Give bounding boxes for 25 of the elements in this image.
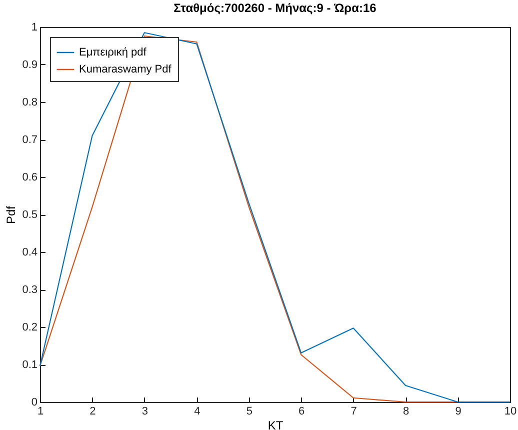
chart-title: Σταθμός:700260 - Μήνας:9 - Ώρα:16 [174, 1, 377, 15]
x-tick-label: 7 [350, 406, 357, 418]
y-axis-title: Pdf [4, 205, 18, 224]
x-tick-label: 2 [90, 406, 96, 418]
legend-label: Εμπειρική pdf [79, 46, 148, 58]
x-tick-label: 5 [246, 406, 252, 418]
y-tick-label: 0.2 [22, 322, 38, 334]
x-tick-label: 3 [142, 406, 148, 418]
y-tick-label: 0.4 [22, 246, 38, 258]
y-tick-label: 0.9 [22, 59, 38, 71]
x-tick-label: 8 [402, 406, 410, 418]
x-axis-title: KT [268, 418, 284, 430]
x-tick-label: 9 [455, 406, 462, 418]
legend-label: Kumaraswamy Pdf [79, 64, 172, 76]
y-tick-label: 0.7 [22, 134, 38, 146]
y-tick-label: 0.5 [22, 209, 38, 221]
x-tick-label: 6 [298, 406, 305, 418]
y-tick-label: 0.3 [22, 284, 38, 296]
y-tick-label: 0.8 [22, 96, 38, 108]
y-tick-label: 0 [31, 396, 38, 408]
y-tick-label: 0.1 [22, 359, 38, 371]
y-tick-label: 1 [31, 22, 38, 34]
y-tick-label: 0.6 [22, 172, 38, 184]
x-tick-label: 4 [194, 406, 200, 418]
x-tick-label: 10 [504, 406, 517, 418]
